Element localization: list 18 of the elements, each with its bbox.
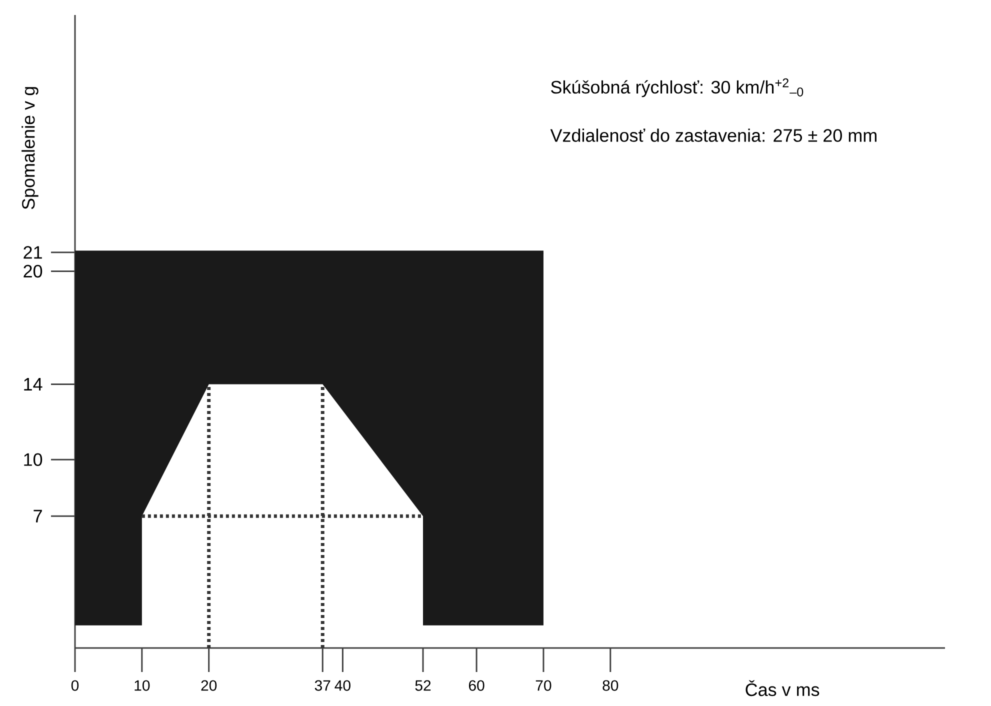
x-tick-label: 80 [602, 680, 618, 691]
x-tick-label: 40 [334, 680, 350, 691]
y-tick-label: 7 [34, 510, 42, 522]
y-tick-label: 21 [24, 246, 42, 259]
y-axis-title: Spomalenie v g [22, 87, 38, 210]
x-tick-label: 52 [415, 680, 431, 691]
x-tick-label: 10 [134, 680, 150, 691]
annotation: Skúšobná rýchlosť: 30 km/h$^{+2}$–0 [551, 78, 804, 98]
x-tick-label: 60 [468, 680, 484, 691]
x-tick-label: 70 [536, 680, 552, 691]
x-tick-label: 37 [314, 680, 330, 691]
y-tick-label: 20 [24, 264, 42, 278]
x-tick-label: 0 [71, 680, 79, 691]
annotation: Vzdialenosť do zastavenia: 275 ± 20 mm [550, 128, 876, 142]
y-tick-label: 14 [24, 378, 42, 390]
x-axis-title: Čas v ms [746, 680, 820, 696]
y-tick-label: 10 [24, 453, 42, 466]
x-tick-label: 20 [201, 680, 217, 691]
